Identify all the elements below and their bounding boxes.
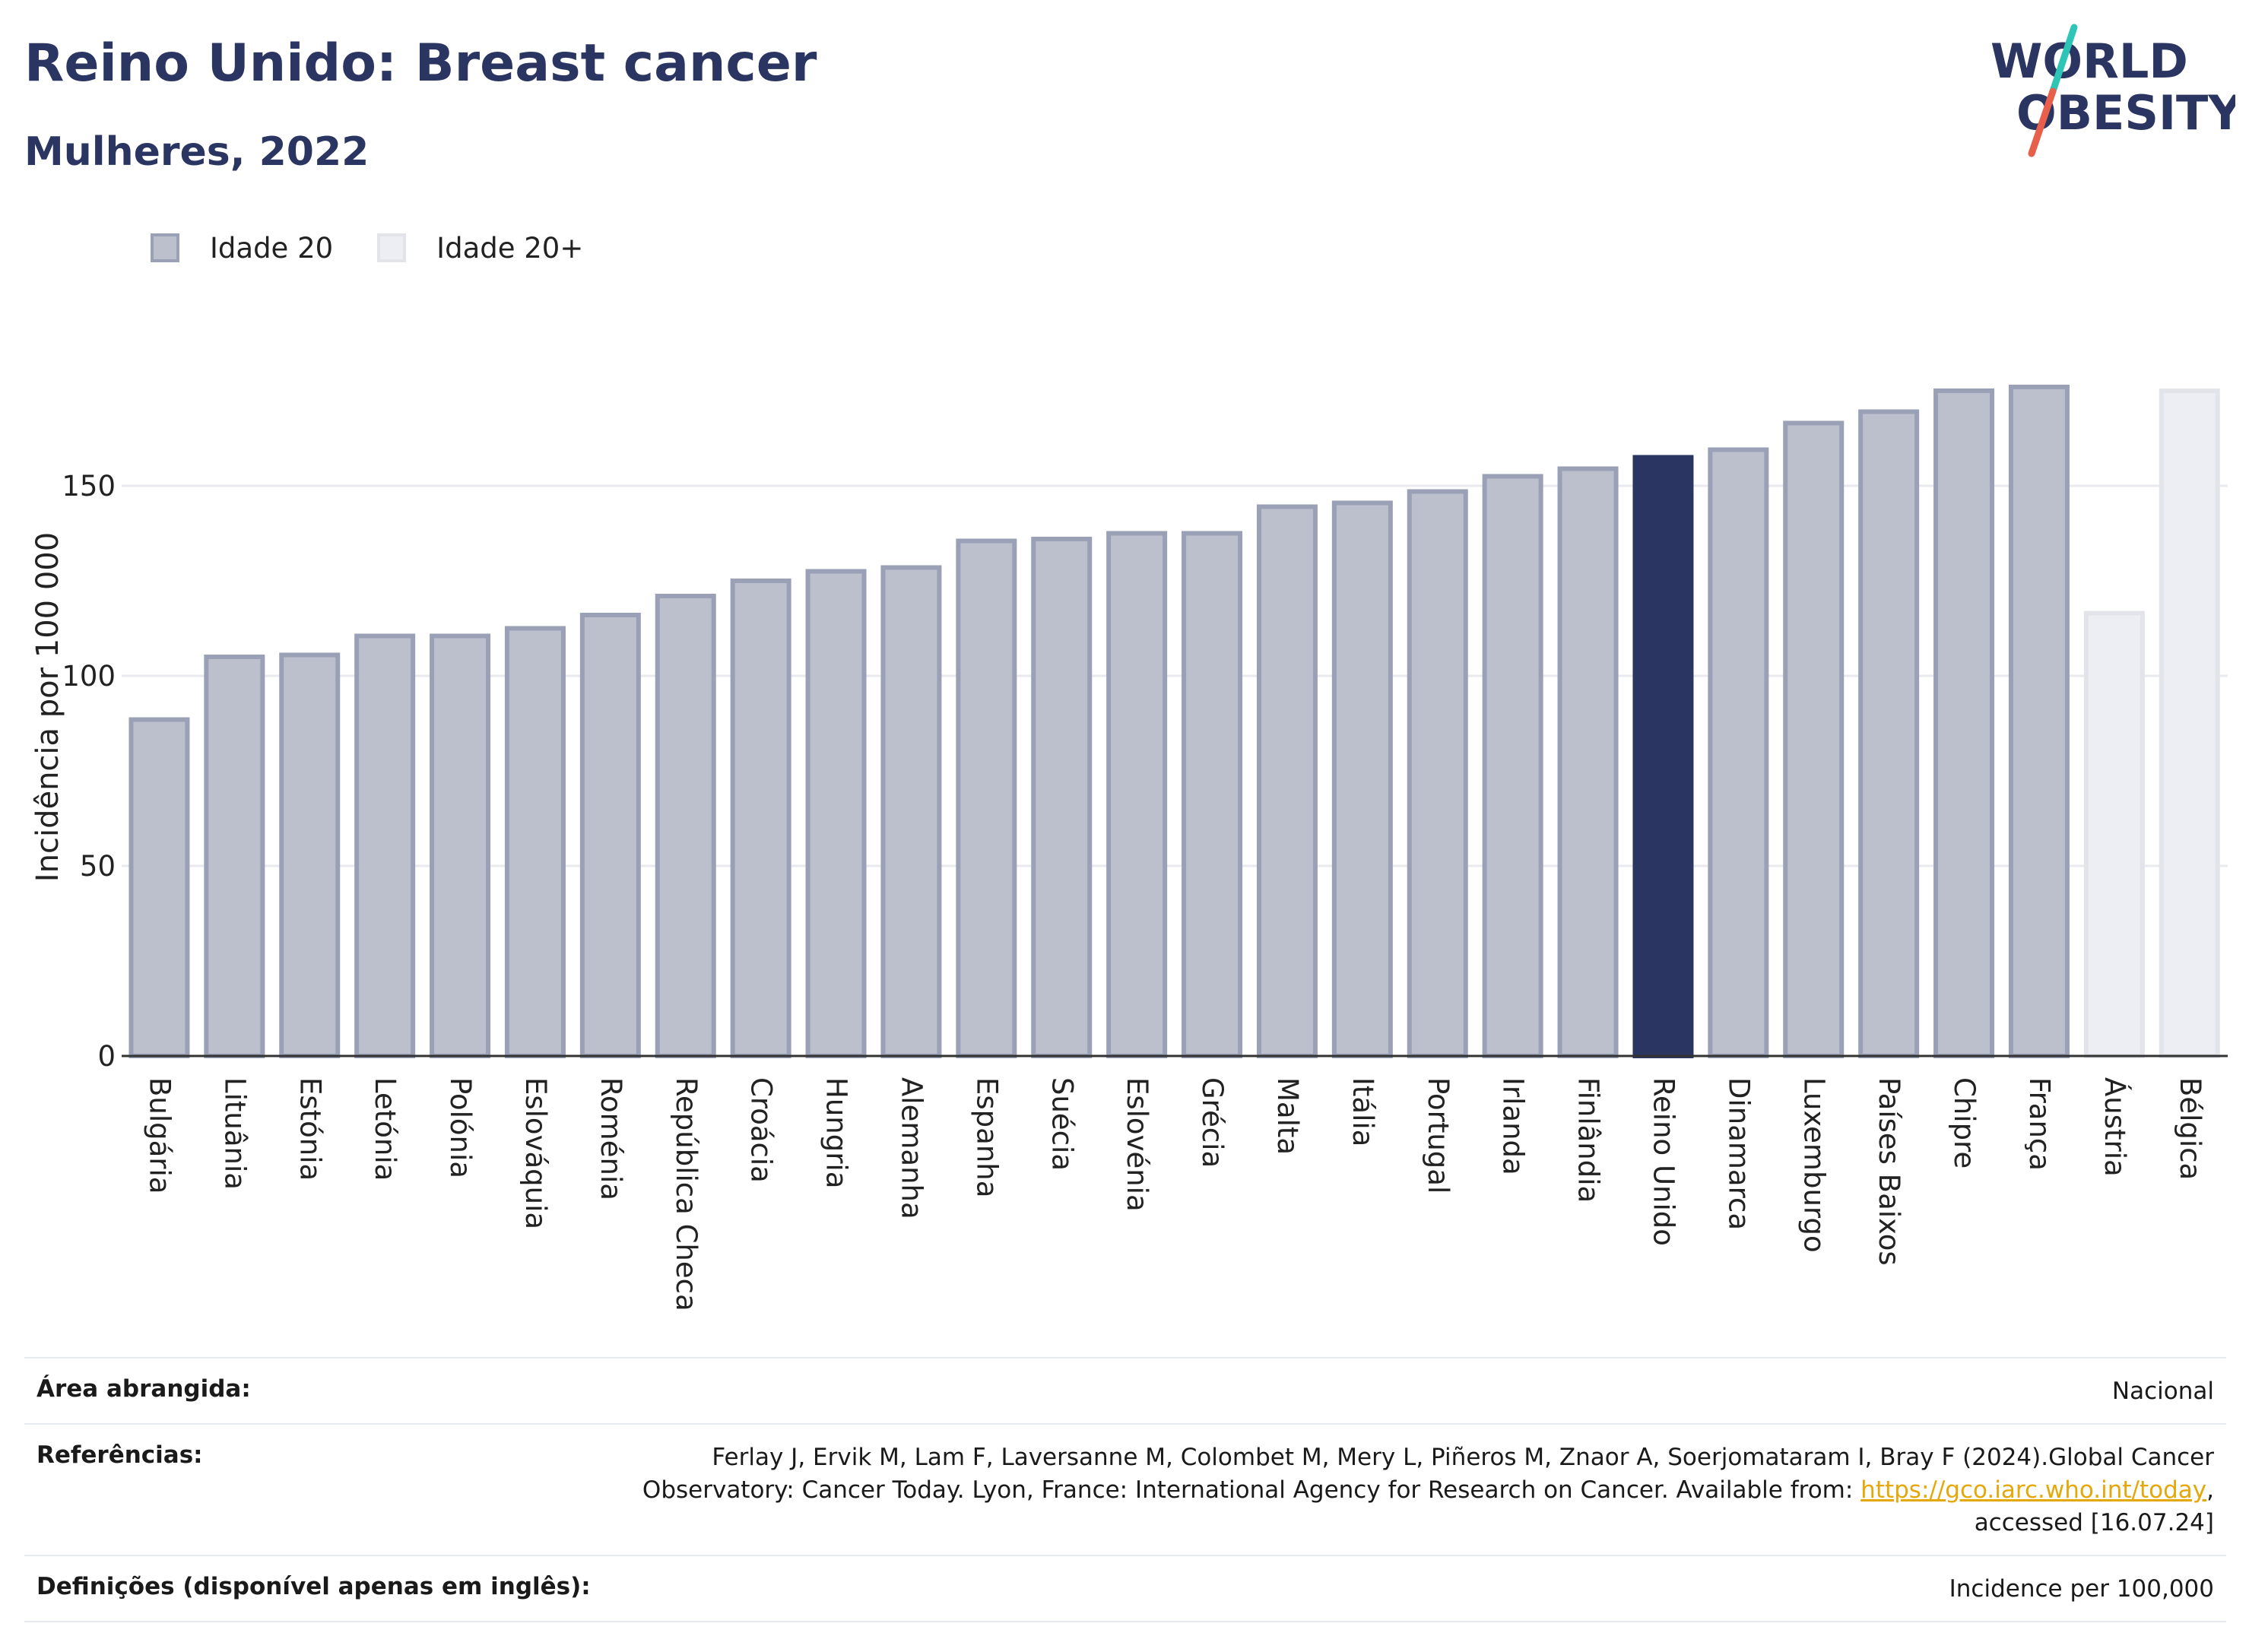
x-tick-label: Polónia <box>444 1077 477 1178</box>
x-tick-label: Estónia <box>293 1077 326 1181</box>
x-tick-label: Croácia <box>745 1077 778 1183</box>
metadata-label-definitions: Definições (disponível apenas em inglês)… <box>36 1573 591 1600</box>
bar <box>1708 447 1769 1058</box>
x-tick-label: Países Baixos <box>1873 1077 1905 1266</box>
world-obesity-logo: WORLD OBESITY <box>1990 24 2235 157</box>
metadata-label-references: Referências: <box>36 1441 203 1469</box>
x-tick-label: Letónia <box>369 1077 401 1181</box>
logo-slash-bottom <box>2028 87 2057 157</box>
bar <box>1632 455 1694 1058</box>
x-tick-label: Lituânia <box>218 1077 251 1190</box>
legend-swatch-age20plus <box>377 233 407 262</box>
x-tick-label: Hungria <box>820 1077 853 1188</box>
metadata-value-definitions: Incidence per 100,000 <box>1949 1575 2214 1603</box>
bar <box>354 633 416 1058</box>
x-tick-label: Alemanha <box>895 1077 928 1219</box>
x-tick-label: Itália <box>1347 1077 1379 1146</box>
bar <box>1031 537 1093 1058</box>
bar <box>504 626 566 1058</box>
bar <box>430 633 491 1058</box>
bar <box>128 717 190 1058</box>
x-tick-label: República Checa <box>670 1077 703 1311</box>
x-tick-label: Suécia <box>1045 1077 1078 1171</box>
bar <box>1858 409 1920 1058</box>
x-tick-label: Malta <box>1271 1077 1304 1155</box>
bar <box>1933 388 1995 1058</box>
legend-label-age20: Idade 20 <box>210 231 334 265</box>
x-tick-label: Finlândia <box>1572 1077 1605 1203</box>
bar <box>279 652 341 1058</box>
legend-item-age20[interactable]: Idade 20 <box>151 232 333 265</box>
reference-accessed: , accessed [16.07.24] <box>1974 1476 2214 1536</box>
bar <box>1482 474 1543 1058</box>
x-tick-label: Reino Unido <box>1647 1077 1680 1246</box>
bar <box>1256 504 1318 1058</box>
x-tick-label: Bélgica <box>2174 1077 2206 1180</box>
bar <box>1331 500 1393 1058</box>
page-title: Reino Unido: Breast cancer <box>24 33 817 94</box>
x-tick-label: Grécia <box>1196 1077 1229 1168</box>
x-tick-label: Portugal <box>1422 1077 1454 1194</box>
metadata-value-references: Ferlay J, Ervik M, Lam F, Laversanne M, … <box>617 1441 2214 1539</box>
x-tick-label: Bulgária <box>143 1077 176 1194</box>
legend-item-age20plus[interactable]: Idade 20+ <box>377 232 583 265</box>
page-subtitle: Mulheres, 2022 <box>24 129 370 175</box>
bar <box>1106 531 1168 1058</box>
metadata-row-references: Referências: Ferlay J, Ervik M, Lam F, L… <box>24 1423 2226 1555</box>
y-tick-label: 150 <box>62 470 116 503</box>
y-tick-label: 50 <box>80 850 116 883</box>
x-tick-label: Luxemburgo <box>1797 1077 1830 1253</box>
x-tick-label: Irlanda <box>1497 1077 1530 1175</box>
logo-line1: WORLD <box>1990 33 2188 89</box>
x-tick-label: Espanha <box>970 1077 1003 1197</box>
metadata-row-definitions: Definições (disponível apenas em inglês)… <box>24 1555 2226 1622</box>
reference-link[interactable]: https://gco.iarc.who.int/today <box>1860 1476 2207 1504</box>
y-tick-label: 0 <box>97 1040 116 1073</box>
x-tick-label: Eslováquia <box>519 1077 552 1229</box>
metadata-label-area: Área abrangida: <box>36 1375 251 1403</box>
bar <box>1557 466 1619 1058</box>
y-tick-label: 100 <box>62 660 116 693</box>
bar <box>204 655 265 1058</box>
metadata-table: Área abrangida: Nacional Referências: Fe… <box>24 1357 2226 1622</box>
bar <box>956 538 1017 1058</box>
bar <box>1182 531 1243 1058</box>
bar <box>1407 489 1468 1058</box>
x-tick-label: Chipre <box>1948 1077 1981 1168</box>
legend-label-age20plus: Idade 20+ <box>436 231 584 265</box>
metadata-row-area: Área abrangida: Nacional <box>24 1357 2226 1423</box>
bar <box>2159 388 2220 1058</box>
bar <box>2083 610 2145 1058</box>
y-axis-title: Incidência por 100 000 <box>30 532 65 882</box>
x-tick-label: Áustria <box>2098 1077 2132 1177</box>
x-tick-label: Roménia <box>595 1077 627 1200</box>
bar <box>655 594 716 1058</box>
x-tick-label: França <box>2023 1077 2056 1171</box>
logo-slash-top <box>2049 24 2078 95</box>
bar <box>880 565 942 1058</box>
x-tick-label: Dinamarca <box>1722 1077 1755 1230</box>
bar <box>1783 420 1845 1058</box>
x-tick-label: Eslovénia <box>1121 1077 1153 1212</box>
bar-chart: 0 50 100 150 Incidência por 100 000 Bulgária L… <box>30 385 2228 1311</box>
bar <box>579 613 641 1058</box>
legend-swatch-age20 <box>151 233 179 262</box>
bar <box>805 569 867 1058</box>
bar <box>2008 385 2070 1058</box>
chart-legend: Idade 20 Idade 20+ <box>151 228 627 268</box>
metadata-value-area: Nacional <box>2111 1378 2214 1405</box>
bar <box>730 579 791 1058</box>
reference-text: Ferlay J, Ervik M, Lam F, Laversanne M, … <box>642 1444 2214 1504</box>
